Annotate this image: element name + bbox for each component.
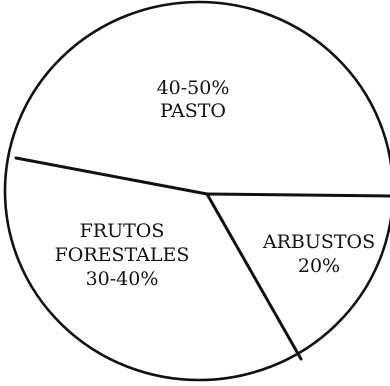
frutos-name-line2: FORESTALES	[55, 244, 190, 266]
pie-slice-frutos-forestales	[12, 158, 301, 383]
divider-pasto-arbustos	[205, 192, 390, 198]
pie-outline	[3, 0, 390, 382]
pie-slice-pasto	[16, 34, 390, 196]
slice-label-arbustos: ARBUSTOS 20%	[262, 231, 375, 277]
pasto-percent-label: 40-50%	[157, 77, 230, 99]
divider-pasto-frutos	[14, 156, 209, 196]
frutos-percent-label: 30-40%	[86, 268, 159, 290]
arbustos-name-label: ARBUSTOS	[262, 231, 375, 253]
divider-arbustos-frutos	[205, 192, 303, 361]
slice-label-pasto: 40-50% PASTO	[157, 77, 230, 122]
frutos-name-line1: FRUTOS	[80, 220, 165, 242]
arbustos-percent-label: 20%	[298, 255, 340, 277]
pasto-name-label: PASTO	[160, 100, 226, 122]
pie-slices	[12, 34, 390, 383]
slice-label-frutos-forestales: FRUTOS FORESTALES 30-40%	[55, 220, 190, 290]
